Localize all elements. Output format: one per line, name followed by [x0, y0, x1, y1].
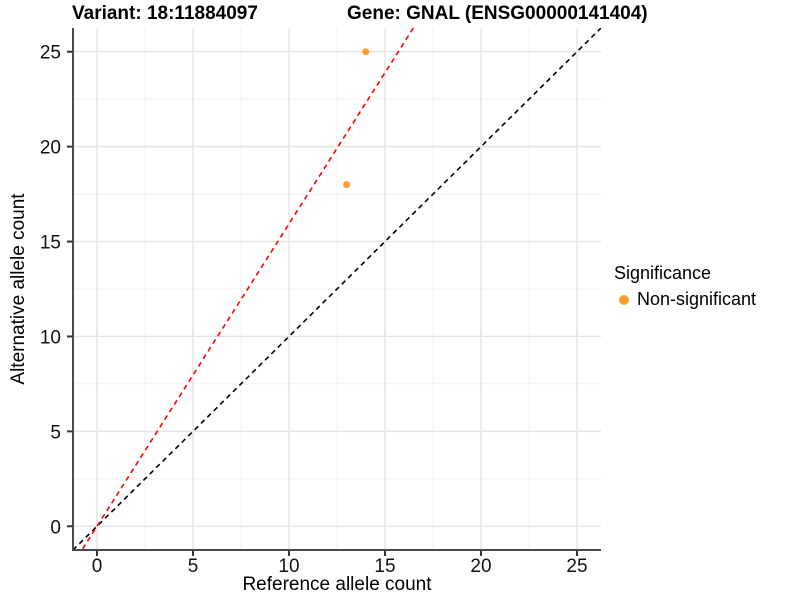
x-tick-label: 5: [188, 556, 199, 577]
x-tick-label: 15: [374, 556, 395, 577]
plot-title-gene: Gene: GNAL (ENSG00000141404): [347, 3, 648, 24]
identity-line: [73, 28, 601, 550]
x-tick-label: 25: [566, 556, 587, 577]
y-tick-label: 15: [40, 233, 61, 254]
legend-title: Significance: [614, 263, 712, 283]
legend-point-icon: [619, 294, 629, 305]
y-tick-label: 5: [50, 422, 61, 443]
data-point: [343, 181, 351, 189]
plot-title-variant: Variant: 18:11884097: [72, 3, 258, 24]
x-tick-label: 0: [92, 556, 103, 577]
y-tick-label: 25: [40, 43, 61, 64]
data-point: [362, 48, 370, 56]
y-axis-title: Alternative allele count: [8, 193, 29, 385]
legend: Significance Non-significant: [614, 263, 756, 310]
y-tick-label: 0: [50, 517, 61, 538]
y-tick-label: 10: [40, 327, 61, 348]
x-tick-label: 20: [470, 556, 491, 577]
legend-item-label: Non-significant: [637, 289, 757, 309]
y-tick-label: 20: [40, 138, 61, 159]
fitted-ratio-line: [80, 28, 415, 550]
x-tick-label: 10: [278, 556, 299, 577]
x-axis-title: Reference allele count: [242, 574, 432, 595]
legend-item: Non-significant: [614, 289, 756, 310]
